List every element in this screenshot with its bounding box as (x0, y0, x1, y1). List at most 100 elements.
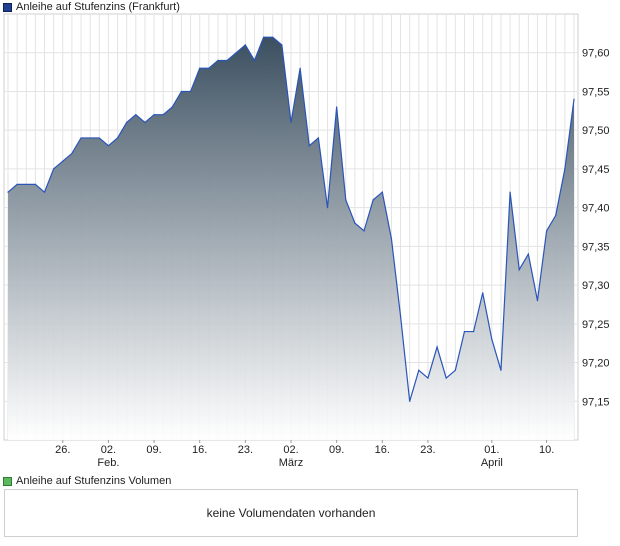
x-month-label: April (481, 457, 503, 469)
y-tick-label: 97,60 (582, 48, 610, 60)
data-point (34, 183, 36, 185)
data-point (135, 114, 137, 116)
x-tick-label: 10. (539, 444, 554, 456)
data-point (189, 90, 192, 93)
data-point (390, 238, 393, 240)
data-point (180, 90, 183, 93)
data-point (518, 269, 520, 271)
y-tick-label: 97,55 (582, 86, 610, 98)
data-point (427, 377, 429, 379)
y-tick-label: 97,35 (582, 241, 610, 253)
data-point (500, 369, 502, 371)
data-point (98, 137, 100, 139)
data-point (345, 199, 347, 201)
data-point (107, 145, 110, 147)
data-point (409, 400, 411, 402)
x-tick-label: 16. (375, 444, 390, 456)
data-point (363, 230, 365, 232)
data-point (354, 222, 356, 224)
data-point (527, 253, 529, 255)
x-tick-label: 26. (55, 444, 70, 456)
data-point (53, 168, 55, 170)
x-tick-label: 23. (238, 444, 253, 456)
data-point (290, 121, 292, 124)
price-legend-swatch (3, 2, 12, 12)
data-point (281, 44, 283, 46)
data-point (217, 59, 219, 62)
data-point (482, 292, 484, 294)
volume-legend: Anleihe auf Stufenzins Volumen (3, 474, 172, 488)
x-tick-label: 09. (146, 444, 161, 456)
data-point (463, 330, 466, 333)
price-chart: 97,60 97,55 97,50 97,45 97,40 97,35 97,30 97,25… (3, 13, 610, 469)
data-point (326, 207, 329, 209)
no-volume-message: keine Volumendaten vorhanden (206, 506, 376, 520)
data-point (235, 52, 237, 54)
data-point (208, 67, 210, 69)
data-point (472, 330, 475, 333)
x-month-label: März (279, 457, 303, 469)
data-point (454, 369, 456, 371)
price-points (7, 36, 575, 402)
data-point (116, 137, 119, 139)
x-month-label: Feb. (97, 457, 119, 469)
data-point (272, 36, 274, 38)
data-point (299, 67, 301, 69)
x-tick-label: 01. (484, 444, 499, 456)
data-point (171, 106, 173, 108)
y-tick-labels: 97,60 97,55 97,50 97,45 97,40 97,35 97,30 97,25… (582, 48, 610, 409)
data-point (199, 67, 201, 69)
data-point (573, 98, 575, 100)
data-point (89, 137, 91, 139)
x-tick-label: 02. (101, 444, 116, 456)
data-point (162, 114, 164, 116)
price-legend: Anleihe auf Stufenzins (Frankfurt) (3, 0, 180, 14)
data-point (25, 183, 27, 185)
y-tick-label: 97,25 (582, 319, 610, 331)
data-point (317, 137, 319, 139)
data-point (16, 183, 18, 185)
y-tick-label: 97,40 (582, 203, 610, 215)
data-point (144, 121, 146, 124)
volume-legend-label: Anleihe auf Stufenzins Volumen (16, 475, 172, 487)
y-tick-label: 97,15 (582, 396, 610, 408)
data-point (126, 121, 128, 124)
data-point (546, 230, 548, 232)
y-tick-label: 97,50 (582, 125, 610, 137)
data-point (445, 377, 447, 379)
y-tick-label: 97,30 (582, 280, 610, 292)
data-point (509, 191, 511, 193)
price-area (8, 37, 574, 441)
y-tick-label: 97,20 (582, 358, 610, 370)
data-point (80, 137, 82, 139)
volume-legend-swatch (3, 476, 12, 486)
x-tick-label: 23. (420, 444, 435, 456)
data-point (62, 160, 64, 162)
data-point (244, 44, 246, 46)
data-point (381, 191, 383, 193)
data-point (536, 299, 539, 302)
price-legend-label: Anleihe auf Stufenzins (Frankfurt) (16, 1, 180, 13)
data-point (336, 106, 338, 108)
x-tick-label: 09. (329, 444, 344, 456)
data-point (253, 59, 256, 62)
data-point (372, 199, 374, 201)
data-point (555, 214, 557, 216)
data-point (71, 152, 73, 155)
data-point (308, 145, 310, 147)
data-point (399, 315, 402, 317)
data-point (226, 59, 228, 62)
x-tick-label: 16. (192, 444, 207, 456)
data-point (153, 114, 155, 116)
volume-panel: keine Volumendaten vorhanden (4, 489, 578, 537)
y-tick-label: 97,45 (582, 164, 610, 176)
x-tick-label: 02. (283, 444, 298, 456)
data-point (7, 191, 9, 193)
data-point (263, 36, 265, 38)
data-point (564, 168, 566, 170)
data-point (436, 346, 438, 348)
data-point (491, 338, 493, 340)
data-point (43, 191, 46, 193)
data-point (418, 369, 420, 371)
